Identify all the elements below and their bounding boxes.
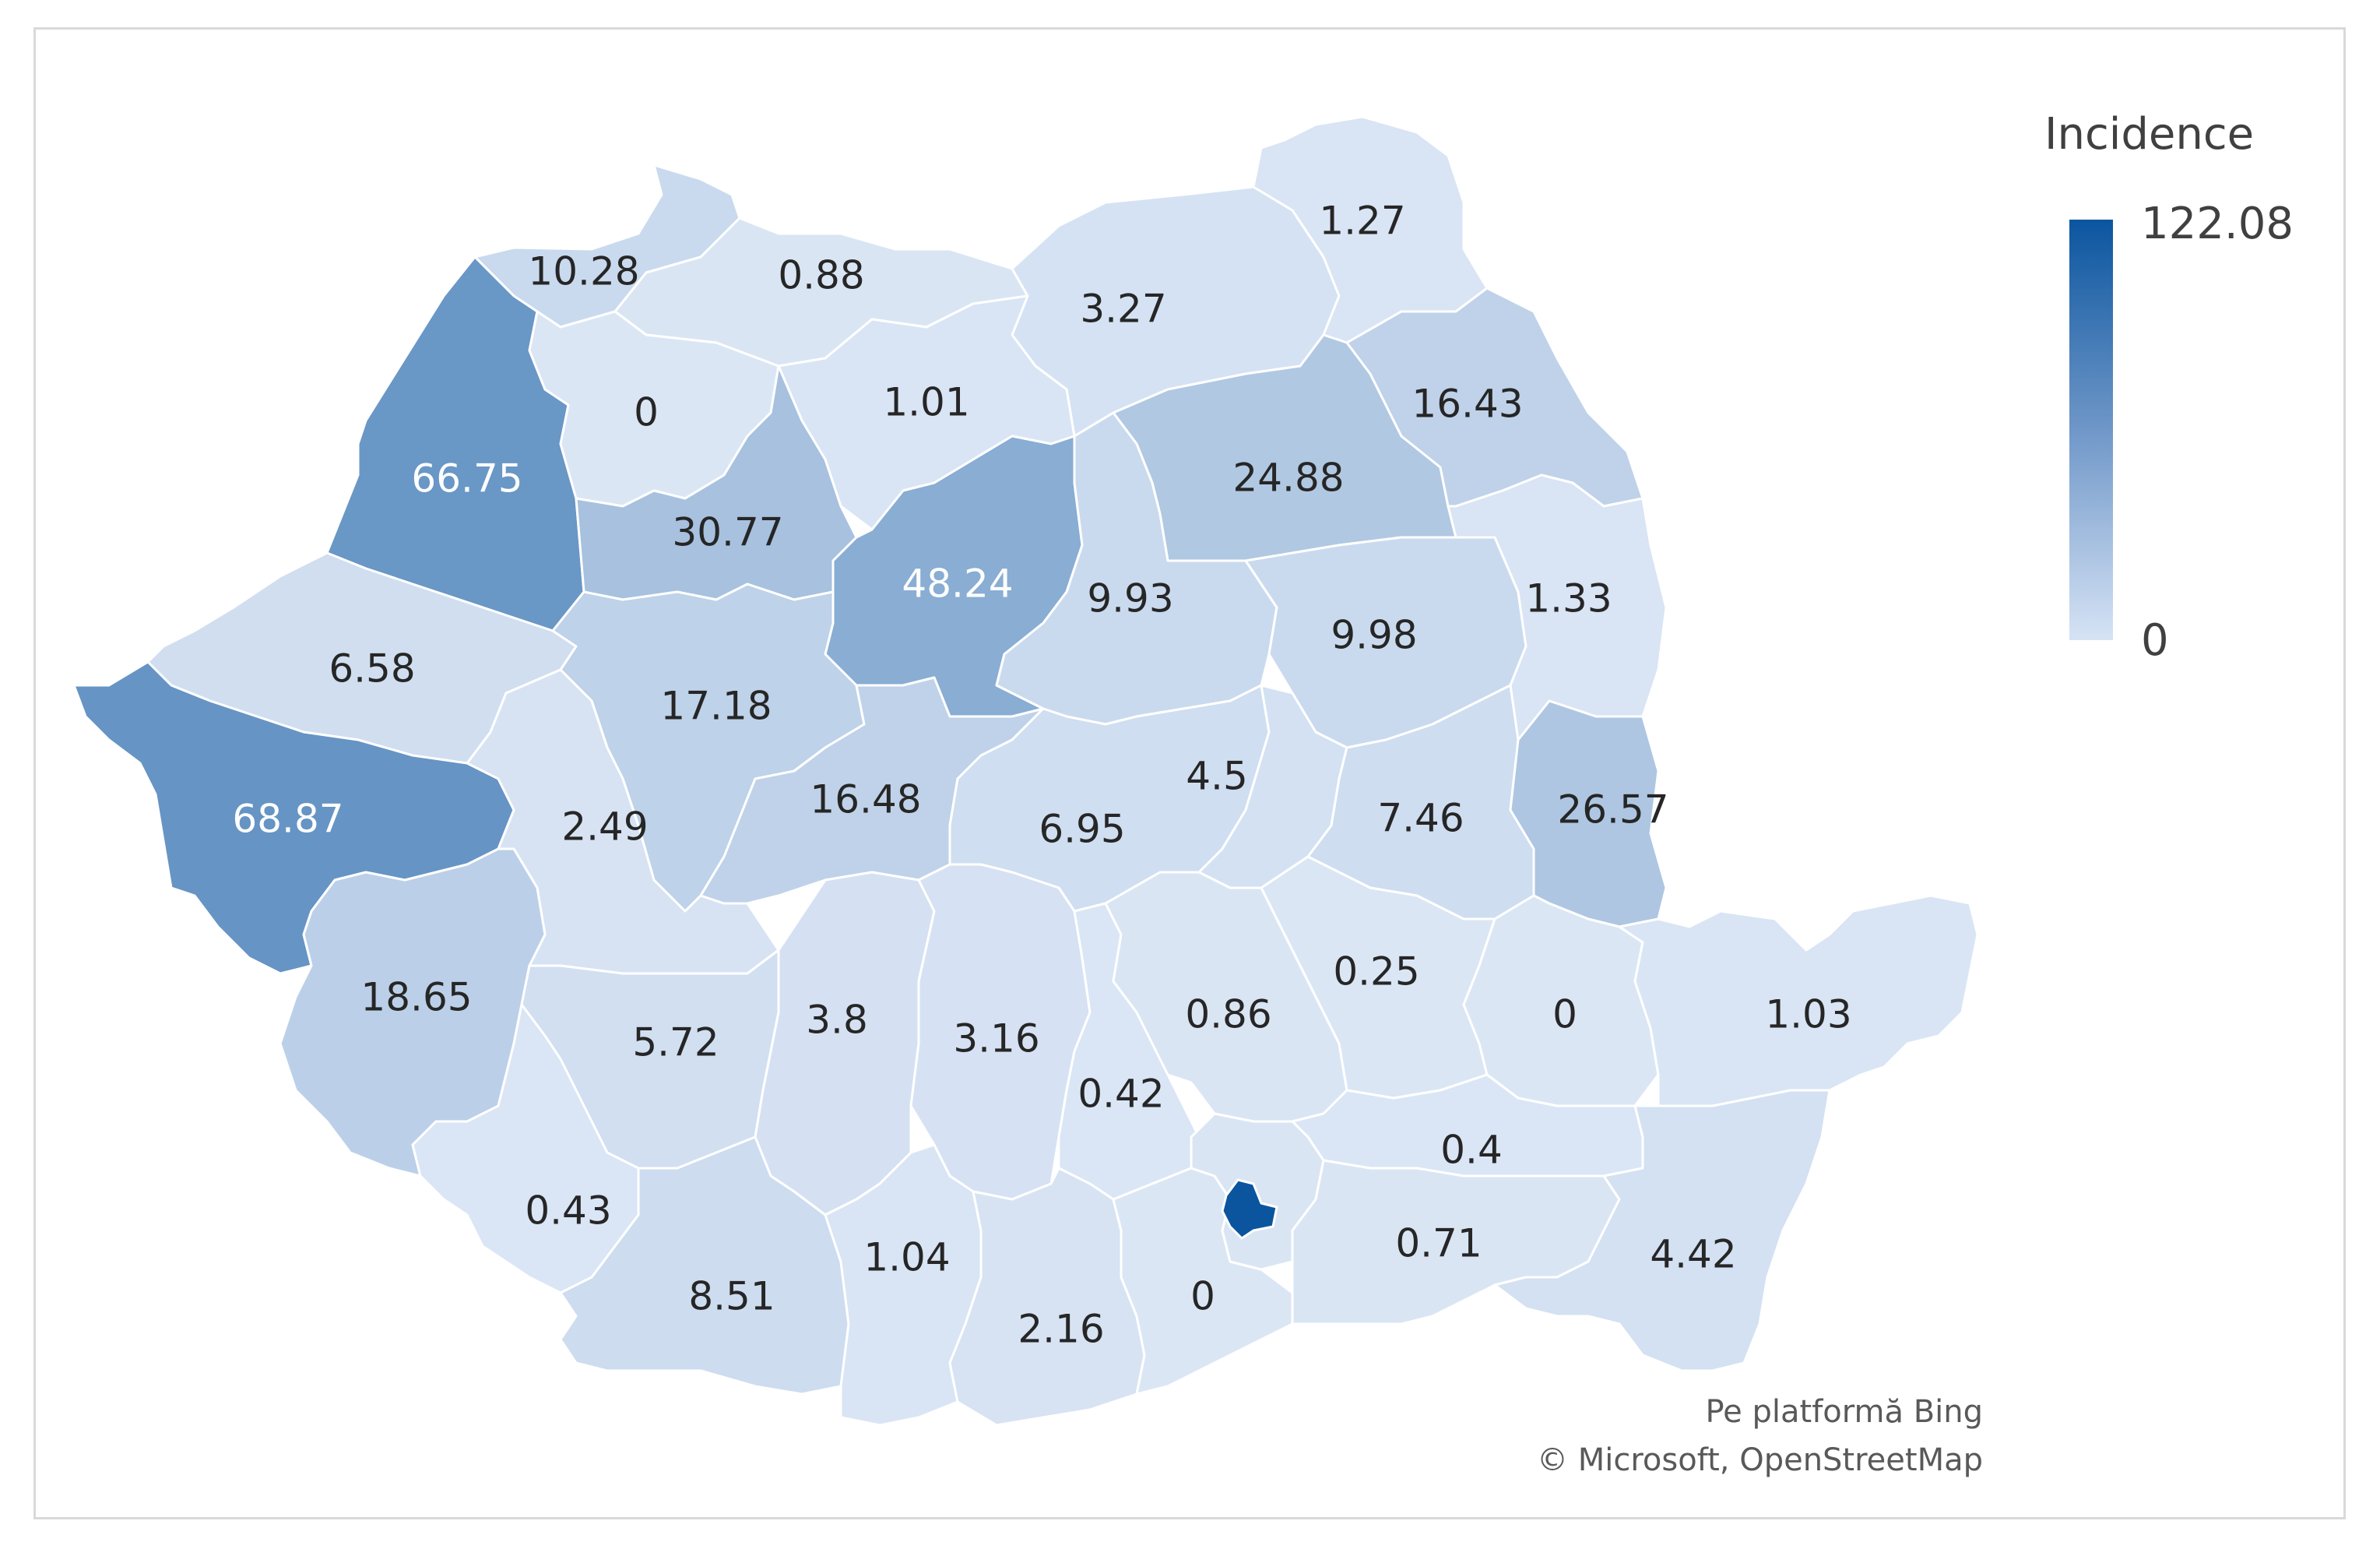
value-label-calarasi: 0.71	[1395, 1221, 1482, 1266]
value-label-buzau: 0.25	[1333, 949, 1419, 995]
value-label-ialomita: 0.4	[1440, 1128, 1503, 1173]
county-tulcea[interactable]	[1618, 894, 1979, 1107]
county-botosani[interactable]	[1252, 115, 1489, 344]
value-label-salaj: 0	[634, 390, 659, 435]
value-label-dambovita: 0.42	[1078, 1072, 1164, 1117]
value-label-harghita: 9.93	[1087, 576, 1173, 621]
county-braila[interactable]	[1462, 894, 1660, 1107]
value-label-teleorman: 2.16	[1018, 1307, 1104, 1352]
value-label-suceava: 3.27	[1080, 287, 1166, 332]
value-label-caras-severin: 18.65	[360, 975, 472, 1020]
value-label-covasna: 4.5	[1186, 754, 1248, 799]
legend-color-scale	[2069, 220, 2113, 640]
value-label-iasi: 16.43	[1411, 382, 1523, 427]
value-label-neamt: 24.88	[1232, 456, 1344, 501]
value-label-prahova: 0.86	[1185, 992, 1271, 1037]
value-label-valcea: 3.8	[806, 998, 868, 1043]
value-label-vrancea: 7.46	[1377, 796, 1464, 841]
value-label-tulcea: 1.03	[1765, 992, 1851, 1037]
value-label-arad: 6.58	[329, 646, 415, 692]
value-label-olt: 1.04	[863, 1235, 950, 1280]
county-constanta[interactable]	[1493, 1089, 1831, 1372]
value-label-sibiu: 16.48	[810, 777, 921, 822]
value-label-satu-mare: 10.28	[528, 249, 639, 294]
value-label-gorj: 5.72	[632, 1020, 719, 1065]
value-label-timis: 68.87	[232, 797, 343, 842]
value-label-mehedinti: 0.43	[525, 1188, 611, 1234]
value-label-brasov: 6.95	[1039, 807, 1125, 852]
value-label-dolj: 8.51	[688, 1274, 775, 1319]
county-dolj[interactable]	[559, 1135, 850, 1396]
value-label-arges: 3.16	[953, 1016, 1039, 1061]
value-label-botosani: 1.27	[1319, 199, 1405, 244]
value-label-braila: 0	[1552, 992, 1577, 1037]
attribution-platform: Pe platformă Bing	[1705, 1394, 1983, 1430]
legend-title: Incidence	[2044, 109, 2255, 160]
legend-min-label: 0	[2141, 615, 2169, 666]
value-label-mures: 48.24	[902, 562, 1013, 607]
value-label-bihor: 66.75	[411, 456, 522, 502]
county-mehedinti[interactable]	[411, 1003, 640, 1294]
value-label-maramures: 0.88	[778, 253, 864, 298]
value-label-bacau: 9.98	[1331, 613, 1417, 658]
legend-max-label: 122.08	[2141, 199, 2294, 249]
value-label-alba: 17.18	[660, 684, 772, 729]
value-label-cluj: 30.77	[672, 510, 783, 555]
value-label-bistrita-nasaud: 1.01	[883, 380, 969, 425]
value-label-constanta: 4.42	[1650, 1232, 1736, 1277]
value-label-vaslui: 1.33	[1525, 576, 1612, 621]
value-labels: 10.28 0.88 3.27 1.27 66.75 0 1.01 30.77 48.24 24.…	[232, 199, 1851, 1352]
attribution-copyright: © Microsoft, OpenStreetMap	[1537, 1442, 1983, 1478]
county-bucuresti[interactable]	[1221, 1178, 1278, 1240]
value-label-galati: 26.57	[1557, 787, 1668, 833]
value-label-giurgiu: 0	[1190, 1274, 1215, 1319]
value-label-hunedoara: 2.49	[561, 804, 648, 850]
